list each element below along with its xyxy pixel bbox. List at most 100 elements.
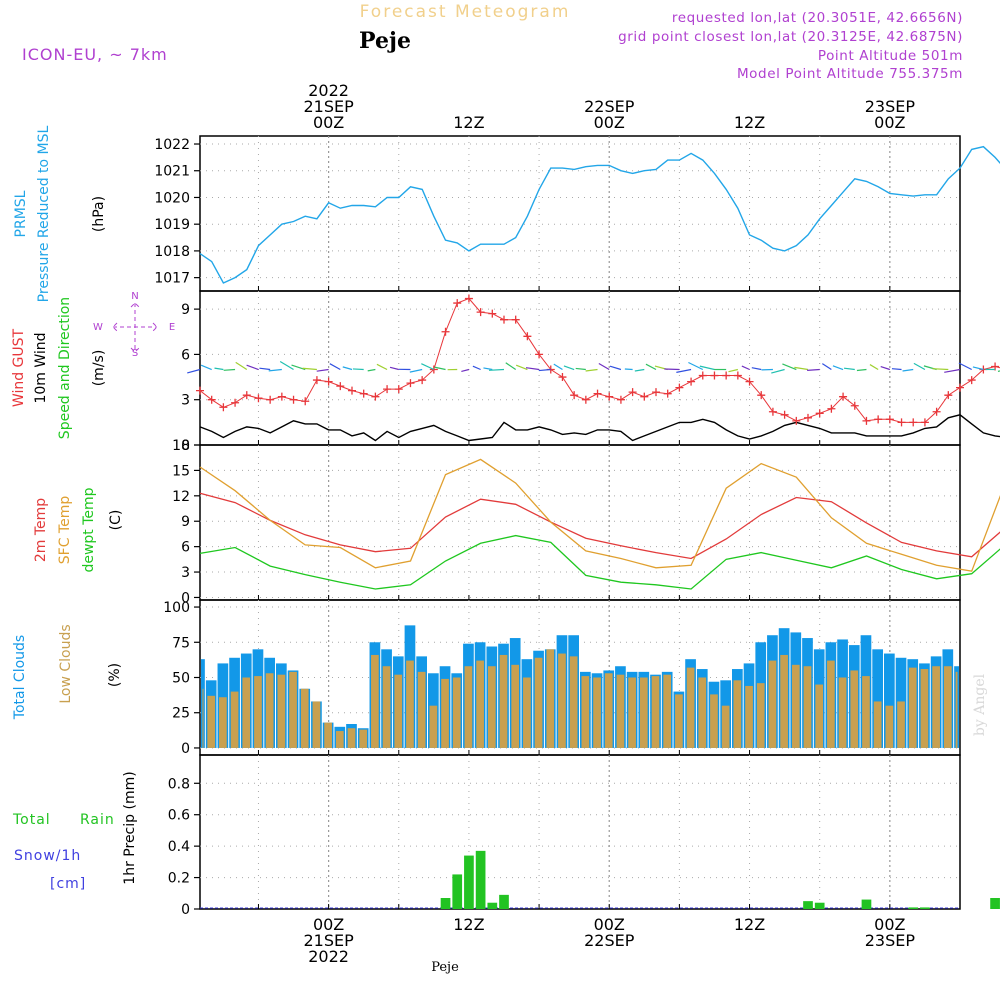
- wind-gust-point: [523, 332, 532, 341]
- wind-gust-point: [301, 397, 310, 406]
- wind-gust-point: [371, 392, 380, 401]
- wind-gust-point: [406, 379, 415, 388]
- rain-bar: [990, 898, 1000, 909]
- y-tick-label: 0: [181, 741, 190, 757]
- station-title: Peje: [359, 28, 411, 54]
- wind-gust-point: [815, 409, 824, 418]
- wind-direction-arrow: [958, 362, 972, 371]
- wind-direction-arrow: [771, 368, 785, 374]
- wind-gust-point: [710, 371, 719, 380]
- wind-direction-arrow: [902, 368, 914, 372]
- wind-direction-arrow: [575, 367, 586, 371]
- top-time-label: 2022: [308, 81, 349, 100]
- low-cloud-bar: [558, 653, 566, 748]
- sfc-temp-line: [199, 458, 1000, 572]
- low-cloud-bar: [581, 676, 590, 748]
- wind-direction-arrow: [880, 365, 891, 371]
- y-tick-label: 0: [181, 590, 190, 606]
- wind-direction-arrow: [913, 362, 926, 371]
- wind-gust-point: [897, 418, 906, 427]
- wind-gust-point: [605, 392, 614, 401]
- clouds-unit: (%): [107, 663, 123, 687]
- wind-gust-point: [277, 392, 286, 401]
- wind-gust-point: [464, 294, 473, 303]
- wind-direction-arrow: [891, 368, 902, 371]
- wind-gust-point: [733, 371, 742, 380]
- wind-direction-arrow: [246, 364, 259, 371]
- y-tick-label: 1017: [154, 271, 190, 287]
- low-cloud-bar: [417, 671, 426, 748]
- y-tick-label: 6: [181, 540, 190, 556]
- wind-gust-point: [850, 401, 859, 410]
- chart-subtitle: Forecast Meteogram: [360, 2, 571, 22]
- wind-direction-arrow: [279, 360, 294, 371]
- precip-axis-label: 1hr Precip (mm): [122, 771, 138, 884]
- wind-direction-arrow: [624, 368, 633, 371]
- wind-compass: N S W E: [93, 291, 175, 359]
- bottom-time-label: 21SEP: [303, 931, 354, 950]
- wind-gust-point: [698, 371, 707, 380]
- rain-bar: [440, 898, 451, 909]
- compass-w: W: [93, 322, 103, 333]
- wind-direction-arrow: [664, 368, 680, 371]
- y-tick-label: 6: [181, 347, 190, 363]
- low-cloud-bar: [347, 728, 356, 748]
- low-cloud-bar: [721, 705, 730, 748]
- low-cloud-bar: [452, 677, 461, 748]
- compass-n: N: [131, 291, 138, 302]
- low-cloud-bar: [382, 666, 391, 748]
- wind-gust-point: [394, 385, 403, 394]
- watermark: by Angel: [972, 673, 988, 736]
- low-cloud-bar: [300, 688, 309, 748]
- wind-gust-point: [593, 389, 602, 398]
- wind-direction-arrow: [794, 366, 809, 371]
- low-cloud-bar: [230, 691, 239, 748]
- top-time-label: 00Z: [313, 113, 344, 132]
- bottom-time-label: 00Z: [874, 915, 905, 934]
- wind-direction-arrow: [376, 363, 388, 371]
- bottom-time-label: 2022: [308, 947, 349, 966]
- wind-direction-arrow: [259, 367, 271, 371]
- low-cloud-bar: [815, 684, 824, 748]
- low-cloud-bar: [651, 676, 660, 748]
- pressure-grid: [200, 136, 960, 291]
- rain-bar: [861, 899, 872, 909]
- wind-direction-arrow: [483, 367, 493, 371]
- low-cloud-bar: [219, 697, 227, 748]
- wind-direction-arrow: [302, 367, 317, 371]
- wind-gust-point: [488, 309, 497, 318]
- bottom-time-label: 22SEP: [584, 931, 635, 950]
- y-tick-label: 0.2: [168, 871, 190, 887]
- rain-bar: [452, 874, 463, 909]
- wind-gust-point: [827, 404, 836, 413]
- wind-direction-arrow: [741, 365, 750, 371]
- low-cloud-bar: [394, 674, 403, 748]
- wind-direction-arrow: [409, 368, 423, 373]
- wind-gust-point: [663, 389, 672, 398]
- bottom-time-label: 23SEP: [865, 931, 916, 950]
- y-tick-label: 9: [181, 514, 190, 530]
- wind-direction-arrow: [214, 367, 224, 371]
- wind-direction-arrow: [676, 368, 692, 373]
- top-time-label: 12Z: [734, 113, 765, 132]
- low-cloud-bar: [955, 671, 958, 748]
- y-tick-label: 75: [172, 635, 190, 651]
- clouds-panel: 0 25 50 75 100 Total Clouds Low Clouds (%): [12, 599, 961, 757]
- top-time-label: 00Z: [594, 113, 625, 132]
- compass-e: E: [169, 322, 175, 333]
- wind-direction-arrow: [488, 368, 505, 371]
- wind-direction-arrow: [751, 367, 762, 371]
- wind-10m-label: 10m Wind: [33, 332, 49, 403]
- wind-direction-arrow: [728, 368, 738, 373]
- low-cloud-bar: [908, 667, 917, 748]
- low-cloud-bar: [639, 677, 648, 748]
- wind-direction-arrow: [832, 365, 844, 371]
- low-cloud-bar: [628, 677, 636, 748]
- y-tick-label: 0.4: [168, 839, 190, 855]
- wind-gust-point: [932, 407, 941, 416]
- wind-gust-point: [780, 410, 789, 419]
- wind-direction-arrow: [997, 370, 1000, 372]
- wind-speed-dir-label: Speed and Direction: [57, 297, 73, 439]
- y-tick-label: 18: [172, 438, 190, 454]
- low-cloud-bar: [850, 670, 859, 748]
